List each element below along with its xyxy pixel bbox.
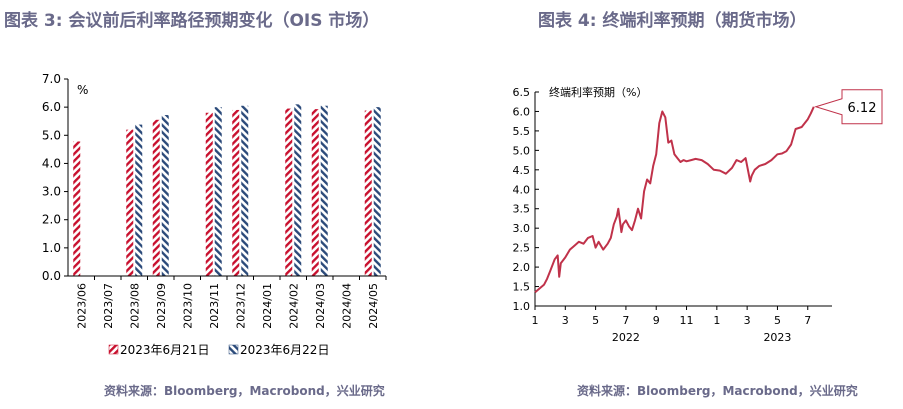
x-tick-label: 2023/11 bbox=[208, 283, 221, 329]
y-tick-label: 7.0 bbox=[42, 72, 61, 86]
x-tick-label: 2024/02 bbox=[287, 283, 300, 329]
x-tick-label: 2024/01 bbox=[261, 283, 274, 329]
y-tick-label: 0.0 bbox=[42, 269, 61, 283]
bar-series-1 bbox=[232, 109, 240, 276]
x-tick-label: 2024/04 bbox=[340, 283, 353, 329]
callout-label: 6.12 bbox=[848, 101, 877, 116]
legend-swatch-series-2 bbox=[228, 344, 239, 355]
callout-box bbox=[814, 89, 883, 125]
terminal-rate-line bbox=[534, 106, 815, 294]
x-tick-label: 2023/12 bbox=[234, 283, 247, 329]
bar-series-2 bbox=[161, 115, 169, 276]
bar-series-2 bbox=[373, 107, 381, 277]
y-tick-label: 3.5 bbox=[513, 203, 531, 216]
y-tick-label: 6.0 bbox=[42, 100, 61, 114]
line-chart: 1.0 1.5 2.0 2.5 3.0 3.5 4.0 4.5 5.0 5.5 6.0 6.5 1 3 5 7… bbox=[513, 85, 883, 344]
legend-label-series-2: 2023年6月22日 bbox=[240, 343, 329, 357]
legend-label-series-1: 2023年6月21日 bbox=[120, 343, 209, 357]
y-tick-label: 2.0 bbox=[513, 261, 531, 274]
left-chart-title: 图表 3: 会议前后利率路径预期变化（OIS 市场） bbox=[4, 11, 380, 31]
x-tick-label: 5 bbox=[774, 314, 781, 327]
y-unit-label: % bbox=[77, 83, 88, 97]
bar-series-1 bbox=[73, 141, 81, 276]
line-inner-title: 终端利率预期（%） bbox=[549, 85, 647, 99]
x-tick-label: 2023/08 bbox=[128, 283, 141, 329]
y-tick-label: 1.0 bbox=[42, 241, 61, 255]
bar-series-1 bbox=[152, 119, 160, 276]
legend-swatch-series-1 bbox=[108, 344, 119, 355]
x-tick-label: 3 bbox=[744, 314, 751, 327]
x-tick-label: 2023/06 bbox=[75, 283, 88, 329]
x-tick-label: 2024/05 bbox=[367, 283, 380, 329]
bar-series-1 bbox=[285, 108, 293, 276]
y-tick-label: 3.0 bbox=[513, 222, 531, 235]
x-tick-label: 9 bbox=[653, 314, 660, 327]
x-tick-label: 2024/03 bbox=[314, 283, 327, 329]
y-tick-label: 4.0 bbox=[42, 156, 61, 170]
x-tick-label: 11 bbox=[680, 314, 694, 327]
x-tick-label: 1 bbox=[713, 314, 720, 327]
y-tick-label: 1.0 bbox=[513, 300, 531, 313]
x-tick-label: 7 bbox=[622, 314, 629, 327]
x-tick-label: 3 bbox=[562, 314, 569, 327]
bar-series-2 bbox=[214, 107, 222, 277]
bar-chart: 0.0 1.0 2.0 3.0 4.0 5.0 6.0 7.0% 2023/06 2023/07 2… bbox=[42, 72, 387, 357]
right-chart-title: 图表 4: 终端利率预期（期货市场） bbox=[538, 11, 807, 31]
y-tick-label: 3.0 bbox=[42, 185, 61, 199]
bar-series-2 bbox=[320, 105, 328, 276]
bar-series-2 bbox=[135, 124, 143, 276]
left-source-note: 资料来源：Bloomberg，Macrobond，兴业研究 bbox=[104, 384, 385, 398]
y-tick-label: 1.5 bbox=[513, 281, 531, 294]
y-tick-label: 4.0 bbox=[513, 183, 531, 196]
year-label-2023: 2023 bbox=[763, 331, 791, 344]
y-tick-label: 6.5 bbox=[513, 86, 531, 99]
y-tick-label: 5.0 bbox=[513, 144, 531, 157]
y-tick-label: 2.0 bbox=[42, 213, 61, 227]
bar-series-1 bbox=[364, 110, 372, 277]
bar-series-2 bbox=[294, 104, 302, 276]
bar-series-1 bbox=[311, 109, 319, 276]
bar-series-1 bbox=[205, 112, 213, 277]
bar-series-1 bbox=[126, 129, 134, 276]
bar-series-2 bbox=[241, 105, 249, 276]
y-tick-label: 5.5 bbox=[513, 125, 531, 138]
y-tick-label: 4.5 bbox=[513, 164, 531, 177]
y-tick-label: 2.5 bbox=[513, 242, 531, 255]
year-label-2022: 2022 bbox=[612, 331, 640, 344]
x-tick-label: 2023/10 bbox=[181, 283, 194, 329]
x-tick-label: 7 bbox=[804, 314, 811, 327]
x-tick-label: 1 bbox=[532, 314, 539, 327]
x-tick-label: 5 bbox=[592, 314, 599, 327]
right-source-note: 资料来源：Bloomberg，Macrobond，兴业研究 bbox=[577, 384, 858, 398]
y-tick-label: 6.0 bbox=[513, 105, 531, 118]
x-tick-label: 2023/09 bbox=[155, 283, 168, 329]
y-tick-label: 5.0 bbox=[42, 128, 61, 142]
x-tick-label: 2023/07 bbox=[102, 283, 115, 329]
